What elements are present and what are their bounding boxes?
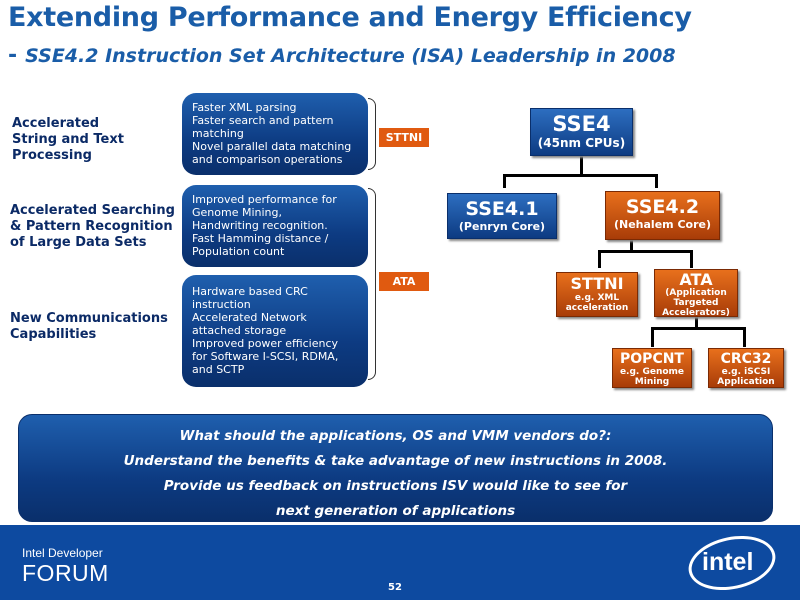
footer-brand-line1: Intel Developer bbox=[22, 546, 103, 560]
brace-ata bbox=[368, 188, 376, 380]
connector-sse4-down bbox=[580, 156, 583, 176]
connector-sse42-horizontal bbox=[598, 250, 693, 253]
connector-sse42-down bbox=[630, 240, 633, 252]
subtitle-text: SSE4.2 Instruction Set Architecture (ISA… bbox=[25, 45, 676, 67]
subtitle-dash: - bbox=[8, 43, 18, 68]
node-popcnt: POPCNT e.g. Genome Mining bbox=[612, 348, 692, 388]
connector-to-ata bbox=[690, 250, 693, 268]
category-communications: New Communications Capabilities bbox=[10, 311, 168, 342]
slide-title: Extending Performance and Energy Efficie… bbox=[8, 2, 692, 33]
feature-box-string: Faster XML parsing Faster search and pat… bbox=[182, 93, 368, 175]
connector-ata-down bbox=[695, 317, 698, 329]
footer-brand-line2: FORUM bbox=[22, 560, 109, 586]
node-sttni: STTNI e.g. XML acceleration bbox=[556, 272, 638, 317]
feature-box-comms: Hardware based CRC instruction Accelerat… bbox=[182, 275, 368, 387]
category-string-text: Accelerated String and Text Processing bbox=[12, 116, 124, 163]
connector-to-crc32 bbox=[743, 327, 746, 347]
brace-sttni bbox=[368, 98, 376, 170]
connector-ata-horizontal bbox=[651, 327, 746, 330]
tag-sttni: STTNI bbox=[379, 128, 429, 147]
node-sse4: SSE4 (45nm CPUs) bbox=[530, 108, 633, 156]
category-search: Accelerated Searching & Pattern Recognit… bbox=[10, 203, 175, 250]
node-sse42: SSE4.2 (Nehalem Core) bbox=[605, 191, 720, 240]
connector-to-popcnt bbox=[651, 327, 654, 347]
connector-to-sttni bbox=[598, 250, 601, 268]
node-sse41: SSE4.1 (Penryn Core) bbox=[447, 193, 557, 239]
page-number: 52 bbox=[388, 582, 402, 593]
connector-sse4-horizontal bbox=[503, 174, 658, 177]
connector-to-sse42 bbox=[655, 174, 658, 188]
slide-subtitle: - SSE4.2 Instruction Set Architecture (IS… bbox=[8, 43, 676, 68]
footer-bar bbox=[0, 525, 800, 600]
callout-box: What should the applications, OS and VMM… bbox=[18, 414, 773, 522]
feature-box-search: Improved performance for Genome Mining, … bbox=[182, 185, 368, 267]
tag-ata: ATA bbox=[379, 272, 429, 291]
node-crc32: CRC32 e.g. iSCSI Application bbox=[708, 348, 784, 388]
connector-to-sse41 bbox=[503, 174, 506, 188]
intel-logo-text: intel bbox=[702, 548, 754, 576]
node-ata: ATA (Application Targeted Accelerators) bbox=[654, 269, 738, 318]
